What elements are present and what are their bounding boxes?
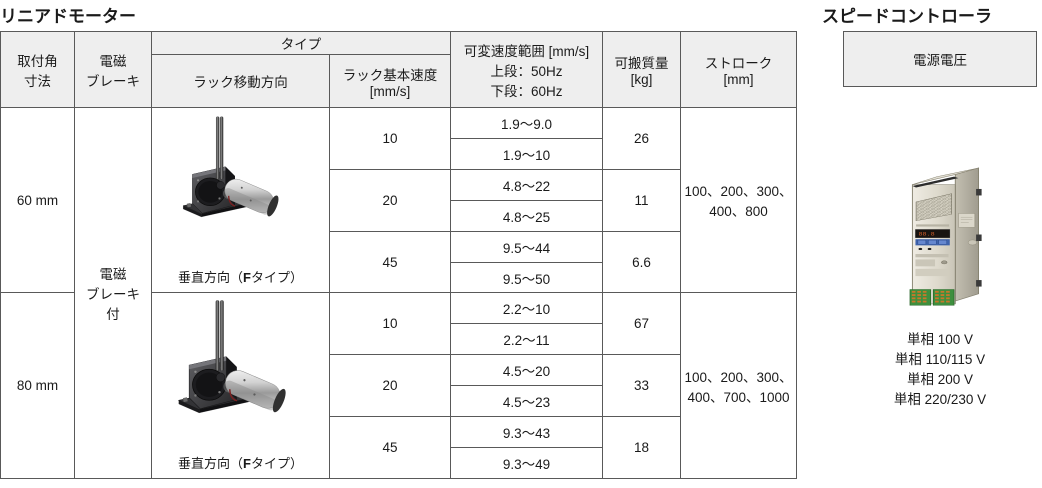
svg-text:88.8: 88.8 [919,233,935,237]
